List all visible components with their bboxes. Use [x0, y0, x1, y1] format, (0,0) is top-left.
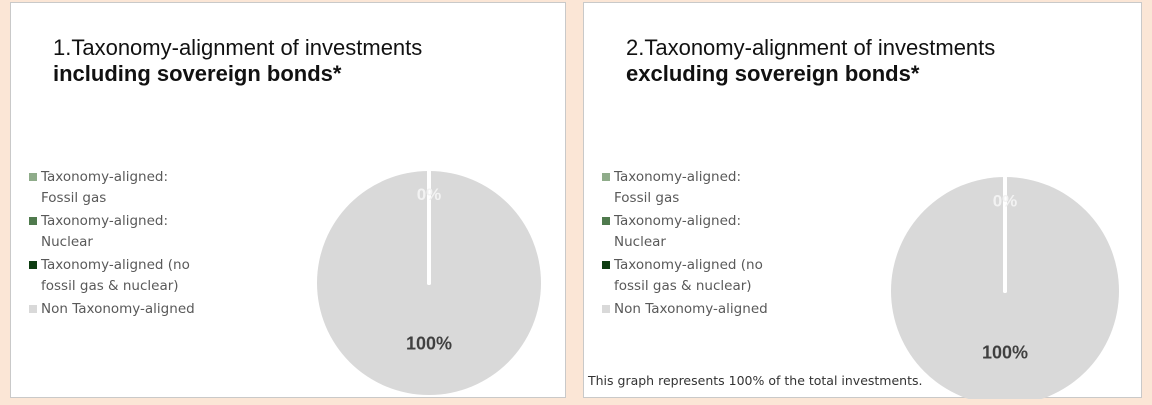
legend-label: Taxonomy-aligned: Fossil gas — [614, 169, 742, 206]
pie-chart: 0% 100% — [891, 175, 1119, 399]
chart-title: 1.Taxonomy-alignment of investments incl… — [53, 35, 493, 87]
legend-label: Taxonomy-aligned: Nuclear — [614, 213, 742, 250]
legend-item: Taxonomy-aligned: Nuclear — [29, 211, 204, 253]
title-text: 1.Taxonomy-alignment of investments — [53, 35, 423, 60]
legend-label: Taxonomy-aligned (no fossil gas & nuclea… — [614, 257, 763, 294]
pie-chart: 0% 100% — [317, 169, 541, 395]
legend-item: Taxonomy-aligned (no fossil gas & nuclea… — [602, 255, 777, 297]
legend-label: Non Taxonomy-aligned — [41, 301, 195, 317]
legend-swatch — [29, 261, 37, 269]
chart-title: 2.Taxonomy-alignment of investments excl… — [626, 35, 1066, 87]
data-label: 0% — [993, 192, 1018, 211]
title-text: 2.Taxonomy-alignment of investments — [626, 35, 996, 60]
legend: Taxonomy-aligned: Fossil gas Taxonomy-ali… — [602, 167, 777, 322]
legend-label: Taxonomy-aligned: Nuclear — [41, 213, 169, 250]
legend-item: Taxonomy-aligned: Fossil gas — [29, 167, 204, 209]
legend-label: Non Taxonomy-aligned — [614, 301, 768, 317]
chart-panel: 0% 100% 2.Taxonomy-alignment of investment… — [583, 2, 1142, 399]
legend-item: Non Taxonomy-aligned — [29, 299, 204, 320]
legend-item: Taxonomy-aligned: Nuclear — [602, 211, 777, 253]
legend-item: Taxonomy-aligned: Fossil gas — [602, 167, 777, 209]
legend: Taxonomy-aligned: Fossil gas Taxonomy-ali… — [29, 167, 204, 322]
data-label: 100% — [982, 342, 1028, 362]
legend-label: Taxonomy-aligned: Fossil gas — [41, 169, 169, 206]
legend-item: Taxonomy-aligned (no fossil gas & nuclea… — [29, 255, 204, 297]
legend-swatch — [29, 305, 37, 313]
legend-label: Taxonomy-aligned (no fossil gas & nuclea… — [41, 257, 190, 294]
legend-swatch — [602, 217, 610, 225]
legend-swatch — [602, 305, 610, 313]
chart-panel: 0% 100% 1.Taxonomy-alignment of investment… — [10, 2, 566, 398]
legend-swatch — [29, 217, 37, 225]
legend-swatch — [29, 173, 37, 181]
legend-swatch — [602, 173, 610, 181]
data-label: 100% — [406, 333, 452, 353]
data-label: 0% — [417, 185, 442, 204]
legend-swatch — [602, 261, 610, 269]
footnote: This graph represents 100% of the total … — [588, 373, 923, 388]
title-emphasis: excluding sovereign bonds* — [626, 61, 920, 86]
title-emphasis: including sovereign bonds* — [53, 61, 342, 86]
legend-item: Non Taxonomy-aligned — [602, 299, 777, 320]
